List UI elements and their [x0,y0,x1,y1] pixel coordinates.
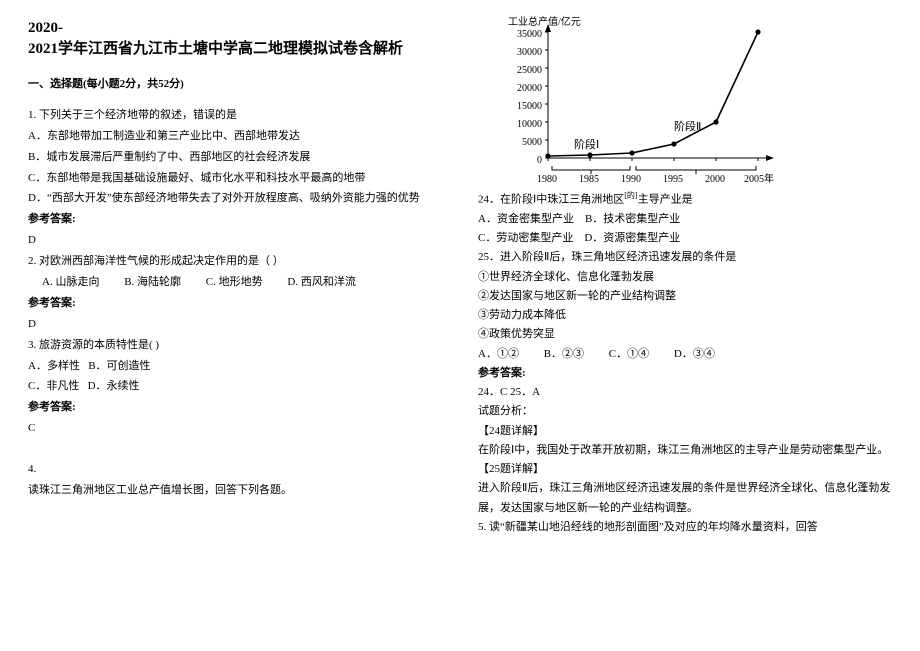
q25-optA: A．①② [478,348,519,360]
q25-c4: ④政策优势突显 [478,325,892,344]
q24-stem-a: 24．在阶段Ⅰ中珠江三角洲地区 [478,194,624,206]
q1-optC: C．东部地带是我国基础设施最好、城市化水平和科技水平最高的地带 [28,168,442,189]
q24-optC: C．劳动密集型产业 [478,232,573,244]
q24-stem-b: 主导产业是 [638,194,693,206]
chart-svg [508,18,798,183]
q45-t24: 在阶段Ⅰ中，我国处于改革开放初期，珠江三角洲地区的主导产业是劳动密集型产业。 [478,441,892,460]
left-column: 2020- 2021学年江西省九江市土塘中学高二地理模拟试卷含解析 一、选择题(… [0,0,460,651]
q2-ans: D [28,314,442,335]
q2-optC: C. 地形地势 [206,276,263,288]
q4-num: 4. [28,459,442,480]
chart-y7: 35000 [512,26,542,44]
chart-industrial-output: 工业总产值/亿元 0 5000 10000 15000 20000 25000 … [508,18,798,183]
chart-y5: 25000 [512,62,542,80]
q1-optB: B．城市发展滞后严重制约了中、西部地区的社会经济发展 [28,147,442,168]
q25-c3: ③劳动力成本降低 [478,306,892,325]
q24-sup: [的] [624,191,637,200]
chart-phase1: 阶段Ⅰ [574,136,599,155]
right-column: 工业总产值/亿元 0 5000 10000 15000 20000 25000 … [460,0,920,651]
chart-x4: 2000 [705,171,725,189]
q3-opts-row2: C．非凡性 D．永续性 [28,376,442,397]
q24-optD: D．资源密集型产业 [584,232,680,244]
q1-ans-label: 参考答案: [28,209,442,230]
chart-y6: 30000 [512,44,542,62]
q24-row1: A．资金密集型产业 B．技术密集型产业 [478,210,892,229]
q25-stem: 25．进入阶段Ⅱ后，珠三角地区经济迅速发展的条件是 [478,248,892,267]
q25-opts: A．①② B．②③ C．①④ D．③④ [478,345,892,364]
chart-x1: 1985 [579,171,599,189]
title-line2: 2021学年江西省九江市土塘中学高二地理模拟试卷含解析 [28,41,403,57]
q2-ans-label: 参考答案: [28,293,442,314]
q2-opts: A. 山脉走向 B. 海陆轮廓 C. 地形地势 D. 西风和洋流 [28,272,442,293]
q1-optA: A．东部地带加工制造业和第三产业比中、西部地带发达 [28,126,442,147]
page-root: 2020- 2021学年江西省九江市土塘中学高二地理模拟试卷含解析 一、选择题(… [0,0,920,651]
q45-ans-label: 参考答案: [478,364,892,383]
q3-opts-row1: A．多样性 B．可创造性 [28,356,442,377]
q4-stem: 读珠江三角洲地区工业总产值增长图，回答下列各题。 [28,480,442,501]
q25-c1: ①世界经济全球化、信息化蓬勃发展 [478,268,892,287]
chart-y2: 10000 [512,116,542,134]
q3-optD: D．永续性 [88,380,140,392]
q3-stem: 3. 旅游资源的本质特性是( ) [28,335,442,356]
q25-optD: D．③④ [674,348,715,360]
chart-y0: 0 [512,152,542,170]
q3-ans: C [28,418,442,439]
exam-title: 2020- 2021学年江西省九江市土塘中学高二地理模拟试卷含解析 [28,18,442,60]
chart-x5: 2005年 [744,171,774,189]
q5-stem: 5. 读“新疆某山地沿经线的地形剖面图”及对应的年均降水量资料，回答 [478,518,892,537]
chart-y3: 15000 [512,98,542,116]
q2-stem: 2. 对欧洲西部海洋性气候的形成起决定作用的是（ ） [28,251,442,272]
section-1-heading: 一、选择题(每小题2分，共52分) [28,74,442,95]
chart-y1: 5000 [512,134,542,152]
q45-fx: 试题分析： [478,402,892,421]
q25-optC: C．①④ [609,348,649,360]
chart-x0: 1980 [537,171,557,189]
chart-y4: 20000 [512,80,542,98]
q1-ans: D [28,230,442,251]
q45-h24: 【24题详解】 [478,422,892,441]
spacer [28,439,442,459]
q45-ans: 24．C 25．A [478,383,892,402]
q2-optD: D. 西风和洋流 [287,276,355,288]
q1-optD: D．“西部大开发”使东部经济地带失去了对外开放程度高、吸纳外资能力强的优势 [28,188,442,209]
title-line1: 2020- [28,20,63,36]
q24-optA: A．资金密集型产业 [478,213,574,225]
q3-optC: C．非凡性 [28,380,79,392]
q24-optB: B．技术密集型产业 [585,213,680,225]
q2-optB: B. 海陆轮廓 [124,276,181,288]
q25-c2: ②发达国家与地区新一轮的产业结构调整 [478,287,892,306]
q25-optB: B．②③ [544,348,584,360]
q2-optA: A. 山脉走向 [42,276,99,288]
q3-optB: B．可创造性 [88,360,150,372]
q45-h25: 【25题详解】 [478,460,892,479]
q24-stem: 24．在阶段Ⅰ中珠江三角洲地区[的]主导产业是 [478,189,892,210]
q3-ans-label: 参考答案: [28,397,442,418]
q45-t25: 进入阶段Ⅱ后，珠江三角洲地区经济迅速发展的条件是世界经济全球化、信息化蓬勃发展，… [478,479,892,518]
chart-x2: 1990 [621,171,641,189]
chart-x3: 1995 [663,171,683,189]
q24-row2: C．劳动密集型产业 D．资源密集型产业 [478,229,892,248]
q1-stem: 1. 下列关于三个经济地带的叙述，错误的是 [28,105,442,126]
chart-phase2: 阶段Ⅱ [674,118,701,137]
q3-optA: A．多样性 [28,360,80,372]
